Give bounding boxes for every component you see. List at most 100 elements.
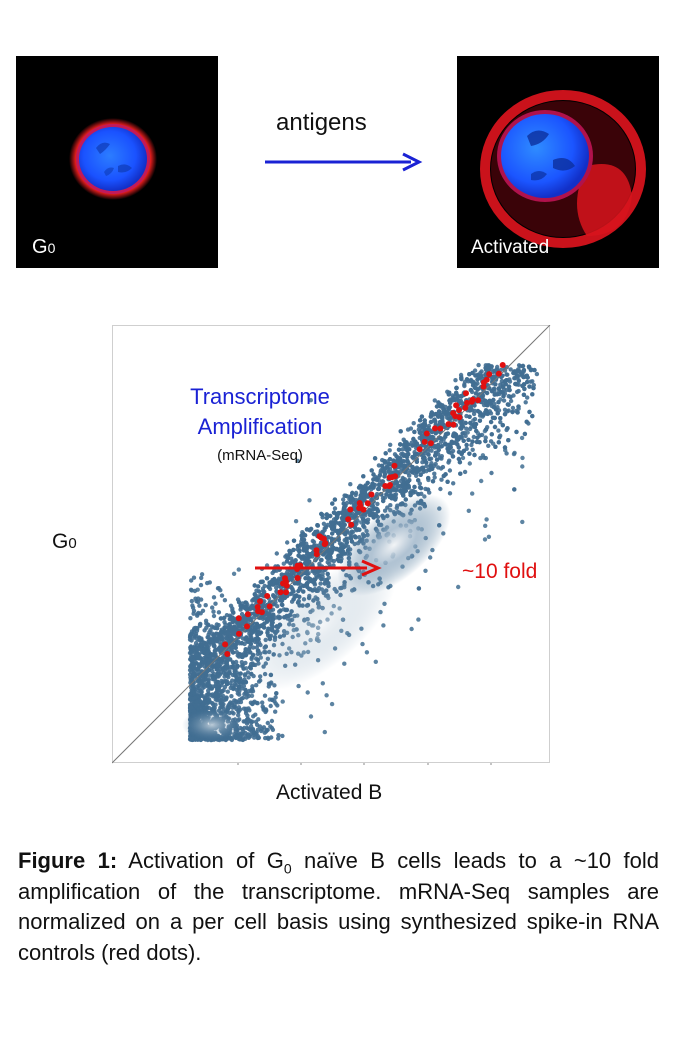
gene-point bbox=[498, 420, 503, 425]
gene-point bbox=[317, 573, 322, 578]
spike-in-point bbox=[464, 399, 470, 406]
gene-point bbox=[195, 612, 200, 617]
spike-in-point bbox=[313, 551, 320, 558]
right-arrow-icon bbox=[265, 152, 423, 172]
gene-point bbox=[199, 575, 204, 581]
gene-point bbox=[496, 389, 502, 395]
gene-point bbox=[491, 374, 497, 379]
gene-point bbox=[201, 694, 206, 699]
gene-point bbox=[288, 561, 293, 566]
gene-point bbox=[470, 491, 475, 496]
gene-point bbox=[457, 434, 463, 440]
spike-in-point bbox=[391, 462, 398, 469]
gene-point bbox=[510, 405, 516, 411]
gene-point bbox=[329, 541, 335, 547]
gene-point bbox=[441, 473, 446, 479]
gene-point bbox=[212, 692, 218, 697]
gene-point bbox=[491, 397, 496, 403]
gene-point bbox=[202, 678, 207, 683]
gene-point bbox=[483, 523, 488, 528]
gene-point bbox=[424, 469, 429, 474]
gene-point bbox=[271, 602, 276, 607]
gene-point bbox=[216, 610, 222, 615]
gene-point bbox=[305, 690, 310, 695]
gene-point bbox=[341, 510, 346, 516]
spike-in-point bbox=[456, 407, 462, 414]
gene-point bbox=[515, 374, 520, 379]
gene-point bbox=[280, 733, 285, 739]
gene-point bbox=[424, 463, 429, 469]
gene-point bbox=[472, 424, 477, 429]
gene-point bbox=[191, 611, 196, 616]
gene-point bbox=[223, 697, 229, 702]
gene-point bbox=[267, 697, 272, 702]
gene-point bbox=[287, 551, 293, 556]
gene-point bbox=[361, 474, 366, 479]
gene-point bbox=[192, 690, 197, 696]
gene-point bbox=[241, 683, 247, 689]
gene-point bbox=[383, 451, 388, 456]
gene-point bbox=[211, 643, 216, 648]
gene-point bbox=[530, 392, 535, 397]
gene-point bbox=[434, 444, 439, 450]
gene-point bbox=[207, 673, 212, 678]
gene-point bbox=[499, 378, 505, 384]
gene-point bbox=[342, 661, 347, 666]
gene-point bbox=[422, 418, 427, 423]
gene-point bbox=[264, 708, 269, 713]
gene-point bbox=[348, 495, 353, 500]
gene-point bbox=[454, 385, 459, 391]
gene-point bbox=[270, 582, 276, 587]
gene-point bbox=[321, 552, 326, 557]
gene-point bbox=[249, 720, 254, 725]
gene-point bbox=[439, 477, 444, 482]
gene-point bbox=[242, 604, 247, 610]
gene-point bbox=[464, 426, 469, 431]
gene-point bbox=[348, 482, 353, 487]
gene-point bbox=[489, 470, 494, 476]
gene-point bbox=[338, 527, 344, 532]
gene-point bbox=[479, 478, 484, 484]
gene-point bbox=[486, 443, 491, 448]
gene-point bbox=[228, 657, 233, 662]
gene-point bbox=[291, 547, 296, 553]
gene-point bbox=[373, 659, 378, 664]
spike-in-point bbox=[368, 491, 375, 498]
x-axis-label: Activated B bbox=[276, 781, 383, 804]
gene-point bbox=[434, 457, 440, 462]
gene-point bbox=[376, 463, 382, 468]
gene-point bbox=[311, 539, 317, 545]
gene-point bbox=[516, 378, 522, 384]
gene-point bbox=[444, 409, 450, 414]
gene-point bbox=[496, 428, 501, 433]
gene-point bbox=[379, 463, 385, 468]
spike-in-point bbox=[283, 582, 290, 589]
gene-point bbox=[501, 393, 506, 399]
gene-point bbox=[381, 498, 386, 504]
gene-point bbox=[189, 654, 194, 659]
spike-in-point bbox=[445, 421, 452, 428]
gene-point bbox=[198, 642, 204, 647]
gene-point bbox=[272, 568, 277, 573]
gene-point bbox=[501, 398, 507, 403]
gene-point bbox=[215, 687, 221, 692]
gene-point bbox=[472, 408, 477, 413]
gene-point bbox=[229, 700, 235, 706]
gene-point bbox=[487, 398, 492, 403]
gene-point bbox=[239, 696, 244, 701]
gene-point bbox=[244, 695, 249, 700]
gene-point bbox=[238, 699, 244, 705]
gene-point bbox=[514, 429, 519, 435]
gene-point bbox=[213, 601, 218, 606]
gene-point bbox=[342, 522, 347, 527]
gene-point bbox=[472, 452, 477, 458]
gene-point bbox=[214, 622, 219, 627]
gene-point bbox=[323, 525, 329, 530]
gene-point bbox=[244, 651, 249, 657]
gene-point bbox=[477, 410, 482, 415]
gene-point bbox=[398, 429, 403, 434]
gene-point bbox=[192, 662, 197, 667]
gene-point bbox=[484, 402, 490, 408]
gene-point bbox=[473, 391, 479, 396]
gene-point bbox=[513, 381, 518, 387]
